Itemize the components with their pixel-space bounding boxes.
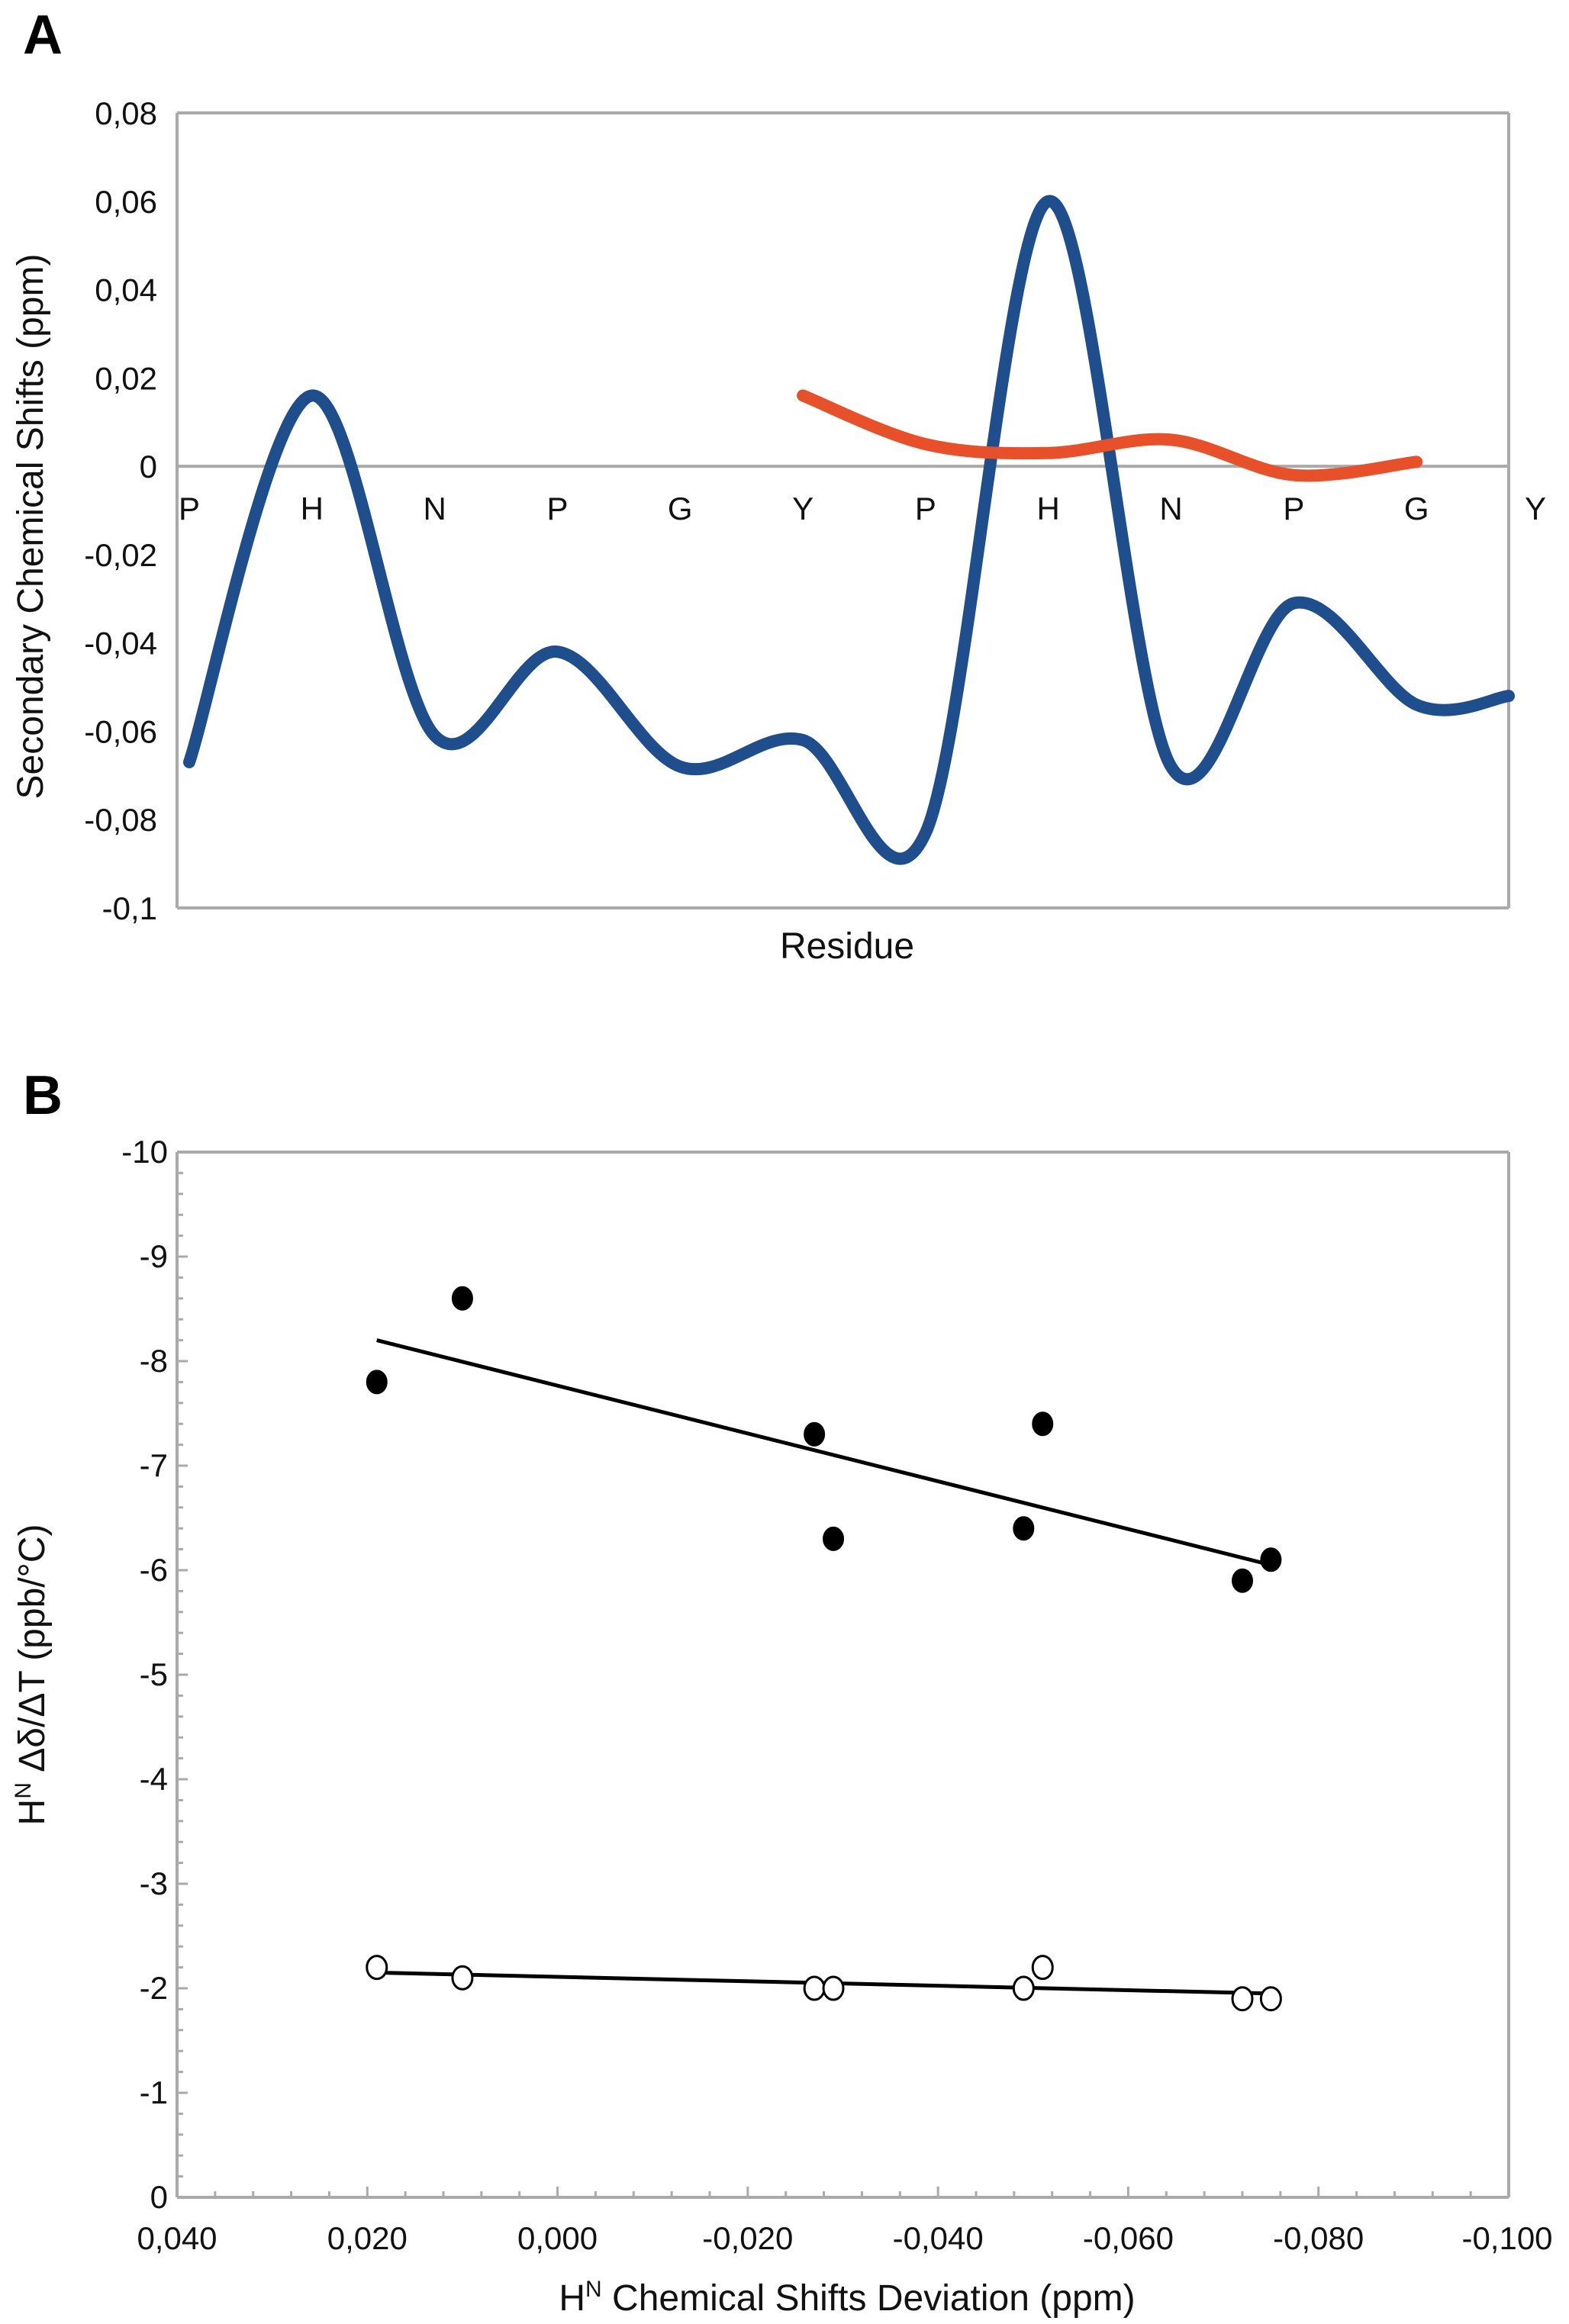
chart-b-y-axis-title-sup: N	[11, 1782, 36, 1799]
chart-b-x-tick-label: -0,040	[893, 2220, 984, 2256]
chart-b-x-tick-label: -0,020	[702, 2220, 793, 2256]
chart-b-point-open	[1012, 1975, 1035, 2001]
chart-b-point-open	[1231, 1986, 1254, 2012]
chart-b-y-tick-label: -1	[140, 2075, 168, 2110]
chart-a-series-orange-line	[797, 389, 1423, 482]
chart-b-point-filled	[451, 1286, 473, 1311]
chart-a-x-tick-label: P	[179, 491, 200, 526]
chart-b-x-axis-title-rest: Chemical Shifts Deviation (ppm)	[602, 2278, 1136, 2319]
chart-b-point-open	[451, 1965, 474, 1991]
chart-b-y-tick-label: -6	[140, 1552, 168, 1588]
chart-b-x-tick-label: 0,000	[517, 2220, 598, 2256]
chart-a-x-tick-label: P	[546, 491, 568, 526]
chart-b-trendline-filled	[376, 1338, 1272, 1567]
chart-b-series	[366, 1286, 1282, 2012]
chart-b-y-tick-label: -5	[140, 1656, 168, 1692]
chart-b-point-open	[1259, 1986, 1282, 2012]
chart-a-series	[177, 195, 1515, 865]
chart-b-point-filled	[804, 1421, 826, 1447]
chart-a-y-tick-label: 0,06	[95, 184, 157, 220]
chart-b-x-tick-label: -0,080	[1273, 2220, 1364, 2256]
chart-a-y-tick-label: -0,06	[84, 713, 157, 749]
chart-b-y-tick-label: 0	[150, 2179, 168, 2215]
chart-a-y-tick-label: 0,02	[95, 360, 157, 396]
chart-a-y-tick-label: 0,08	[95, 95, 157, 131]
chart-a-y-tick-label: -0,04	[84, 626, 157, 661]
chart-b-y-tick-labels: -10-9-8-7-6-5-4-3-2-10	[121, 1134, 168, 2215]
chart-b-y-axis-title-main: H	[12, 1799, 53, 1826]
chart-b-x-axis-title-main: H	[559, 2278, 585, 2319]
chart-b-point-filled	[1013, 1516, 1035, 1541]
chart-a-y-tick-label: -0,1	[102, 890, 157, 926]
chart-a-y-tick-label: 0,04	[95, 272, 157, 308]
chart-a-y-tick-labels: 0,08 0,06 0,04 0,02 0 -0,02 -0,04 -0,06 -0,08 -0,…	[84, 95, 157, 926]
chart-a-x-tick-label: P	[915, 491, 936, 526]
chart-b-y-tick-label: -8	[140, 1343, 168, 1379]
chart-a-x-tick-label: Y	[1525, 491, 1546, 526]
chart-b-point-open	[366, 1955, 388, 1981]
chart-a-x-tick-label: Y	[792, 491, 813, 526]
panel-label-a: A	[23, 5, 63, 66]
chart-b-y-axis-title-rest: Δδ/ΔT (ppb/°C)	[12, 1524, 53, 1783]
chart-b-x-tick-label: 0,040	[137, 2220, 217, 2256]
chart-a: 0,08 0,06 0,04 0,02 0 -0,02 -0,04 -0,06 -0,08 -0,…	[11, 95, 1546, 967]
chart-a-x-tick-label: N	[423, 491, 446, 526]
chart-a-y-tick-label: 0	[140, 449, 157, 484]
chart-a-x-tick-label: G	[668, 491, 693, 526]
chart-b-y-tick-label: -3	[140, 1865, 168, 1901]
chart-b-x-tick-label: -0,060	[1083, 2220, 1174, 2256]
chart-b-x-axis-title: HN Chemical Shifts Deviation (ppm)	[559, 2277, 1135, 2319]
chart-b-x-tick-label: -0,100	[1461, 2220, 1552, 2256]
chart-b-y-tick-label: -2	[140, 1970, 168, 2006]
chart-a-y-tick-label: -0,08	[84, 802, 157, 838]
chart-b-y-tick-label: -9	[140, 1238, 168, 1274]
chart-a-x-axis-title: Residue	[780, 926, 914, 967]
chart-b: -10-9-8-7-6-5-4-3-2-10 0,040 0,020 0,000 -0…	[11, 1134, 1553, 2319]
chart-a-x-tick-label: H	[1037, 491, 1060, 526]
chart-b-point-open	[803, 1975, 826, 2001]
chart-a-series-blue-line	[183, 195, 1515, 865]
chart-b-x-axis-title-sup: N	[585, 2277, 602, 2302]
chart-a-x-tick-label: N	[1159, 491, 1182, 526]
chart-b-point-filled	[1032, 1411, 1054, 1437]
chart-b-point-filled	[823, 1526, 845, 1551]
chart-b-point-filled	[366, 1370, 388, 1395]
chart-a-x-tick-label: P	[1283, 491, 1304, 526]
chart-b-point-filled	[1232, 1568, 1253, 1593]
chart-b-y-tick-label: -7	[140, 1447, 168, 1483]
chart-a-x-tick-label: H	[301, 491, 324, 526]
chart-b-y-tick-label: -4	[140, 1761, 168, 1797]
panel-label-b: B	[23, 1065, 63, 1126]
chart-a-y-axis-title: Secondary Chemical Shifts (ppm)	[11, 254, 51, 800]
chart-b-point-filled	[1260, 1547, 1282, 1572]
chart-b-y-tick-label: -10	[121, 1134, 168, 1170]
chart-a-y-tick-label: -0,02	[84, 537, 157, 573]
chart-a-x-tick-label: G	[1404, 491, 1429, 526]
chart-b-point-open	[1031, 1955, 1054, 1981]
chart-b-y-axis-title: HN Δδ/ΔT (ppb/°C)	[11, 1524, 53, 1826]
chart-b-x-tick-labels: 0,040 0,020 0,000 -0,020 -0,040 -0,060 -0,080 -…	[137, 2220, 1552, 2256]
chart-b-minor-ticks	[176, 1151, 1510, 2199]
chart-b-x-tick-label: 0,020	[327, 2220, 408, 2256]
chart-b-point-open	[822, 1975, 845, 2001]
